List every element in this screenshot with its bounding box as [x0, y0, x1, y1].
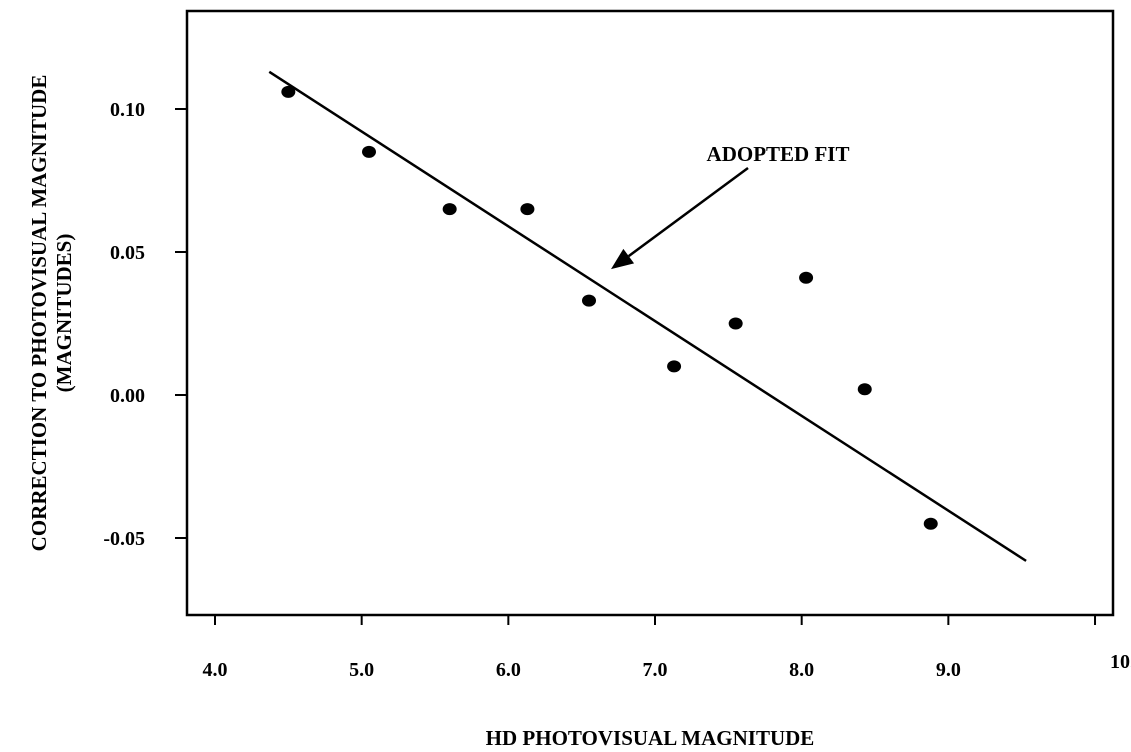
y-axis-title-line-1: CORRECTION TO PHOTOVISUAL MAGNITUDE — [27, 75, 51, 552]
data-point — [362, 145, 377, 158]
x-tick-label: 6.0 — [496, 659, 521, 681]
adopted-fit-line — [268, 70, 1027, 562]
annotation-arrow-shaft — [627, 166, 749, 258]
data-point — [520, 203, 535, 216]
data-point — [857, 383, 872, 396]
x-tick-label: 8.0 — [789, 659, 814, 681]
x-tick-label: 9.0 — [936, 659, 961, 681]
plot-frame — [185, 9, 1115, 617]
data-point — [728, 317, 743, 330]
x-tick-label: 10.0 — [1110, 651, 1131, 673]
x-tick-label: 4.0 — [203, 659, 228, 681]
data-point — [281, 85, 296, 98]
data-point — [667, 360, 682, 373]
y-axis-ticks: 0.10 0.05 0.00 -0.05 — [103, 99, 187, 550]
data-point — [582, 294, 597, 307]
y-axis-title-line-2: (MAGNITUDES) — [52, 234, 76, 393]
x-tick-label: 5.0 — [349, 659, 374, 681]
y-tick-label: 0.00 — [110, 385, 145, 407]
y-tick-label: -0.05 — [103, 528, 145, 550]
y-tick-label: 0.10 — [110, 99, 145, 121]
annotation-arrow-head — [611, 248, 635, 270]
x-axis-ticks: 4.0 5.0 6.0 7.0 8.0 9.0 10.0 — [203, 615, 1131, 681]
data-point — [442, 203, 457, 216]
data-point — [923, 517, 938, 530]
data-points — [281, 85, 938, 530]
adopted-fit-line-group — [268, 70, 1027, 562]
annotation-group: ADOPTED FIT — [611, 142, 850, 270]
x-tick-label: 7.0 — [643, 659, 668, 681]
x-axis-title: HD PHOTOVISUAL MAGNITUDE — [486, 726, 815, 750]
annotation-label: ADOPTED FIT — [707, 142, 850, 166]
y-tick-label: 0.05 — [110, 242, 145, 264]
data-point — [799, 271, 814, 284]
